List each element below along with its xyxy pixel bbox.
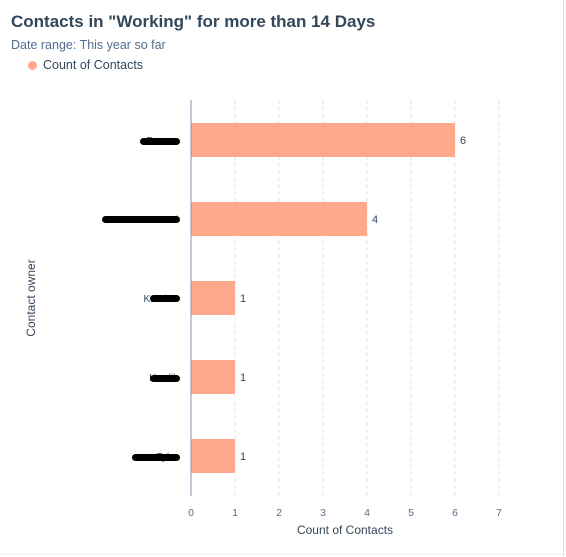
redaction-mark [102, 216, 180, 223]
date-range-label: Date range: This year so far [11, 38, 166, 52]
redaction-mark [140, 138, 180, 145]
x-axis-title: Count of Contacts [297, 523, 393, 537]
x-tick-label: 4 [364, 507, 370, 519]
chart-title: Contacts in "Working" for more than 14 D… [11, 12, 376, 31]
bar-value-label: 1 [240, 451, 246, 463]
x-tick-label: 5 [408, 507, 414, 519]
redaction-mark [132, 454, 180, 461]
chart-legend[interactable]: Count of Contacts [28, 58, 143, 72]
bar-value-label: 6 [460, 135, 466, 147]
bar [191, 202, 367, 236]
y-axis-title: Contact owner [24, 259, 38, 336]
redaction-mark [150, 375, 180, 382]
panel-bottom-border [0, 554, 566, 555]
x-tick-label: 7 [496, 507, 502, 519]
x-tick-label: 3 [320, 507, 326, 519]
legend-label: Count of Contacts [43, 58, 144, 72]
redaction-mark [150, 295, 180, 302]
bar [191, 123, 455, 157]
bar-value-label: 4 [372, 214, 378, 226]
legend-swatch [28, 60, 37, 70]
bar [191, 439, 235, 473]
bar-value-label: 1 [240, 293, 246, 305]
x-tick-label: 1 [232, 507, 238, 519]
bar-value-label: 1 [240, 372, 246, 384]
bar [191, 360, 235, 394]
panel-right-border [563, 0, 564, 557]
x-tick-label: 0 [188, 507, 194, 519]
x-tick-label: 6 [452, 507, 458, 519]
bar [191, 281, 235, 315]
x-tick-label: 2 [276, 507, 282, 519]
